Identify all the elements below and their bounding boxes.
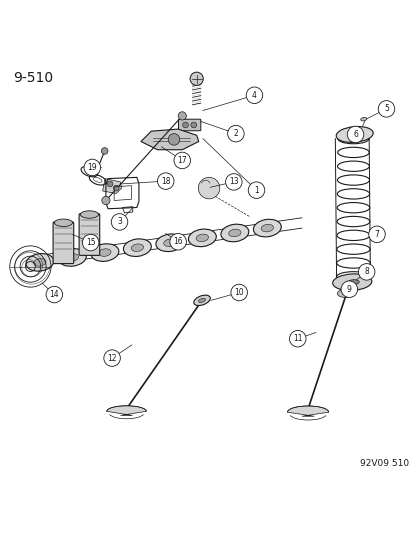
- Text: 12: 12: [107, 353, 116, 362]
- Text: 13: 13: [228, 177, 238, 187]
- Circle shape: [227, 125, 244, 142]
- Ellipse shape: [98, 249, 111, 256]
- Text: 6: 6: [352, 130, 357, 139]
- Text: 92V09 510: 92V09 510: [359, 459, 408, 468]
- Circle shape: [173, 152, 190, 169]
- Circle shape: [368, 226, 385, 243]
- Ellipse shape: [335, 126, 373, 142]
- Text: 4: 4: [252, 91, 256, 100]
- Circle shape: [358, 264, 374, 280]
- Ellipse shape: [193, 295, 210, 305]
- Polygon shape: [102, 179, 121, 193]
- Circle shape: [111, 214, 128, 230]
- Circle shape: [169, 233, 186, 250]
- Circle shape: [104, 350, 120, 366]
- Ellipse shape: [196, 234, 208, 241]
- Text: 5: 5: [383, 104, 388, 114]
- Ellipse shape: [58, 249, 86, 266]
- Circle shape: [289, 330, 305, 347]
- Text: 1: 1: [254, 185, 258, 195]
- Ellipse shape: [332, 274, 371, 290]
- Text: 18: 18: [161, 176, 170, 185]
- Circle shape: [246, 87, 262, 103]
- Text: 9-510: 9-510: [13, 70, 53, 85]
- Ellipse shape: [261, 224, 273, 232]
- Circle shape: [102, 196, 110, 205]
- Circle shape: [84, 159, 100, 176]
- Circle shape: [182, 122, 188, 128]
- Text: 15: 15: [85, 238, 95, 247]
- Circle shape: [377, 101, 394, 117]
- Text: 17: 17: [177, 156, 187, 165]
- Circle shape: [340, 281, 357, 297]
- Ellipse shape: [337, 289, 353, 297]
- Circle shape: [46, 286, 62, 303]
- Circle shape: [178, 112, 186, 120]
- Text: 19: 19: [87, 163, 97, 172]
- Text: 11: 11: [292, 334, 302, 343]
- Ellipse shape: [91, 244, 119, 261]
- Circle shape: [190, 72, 203, 85]
- Ellipse shape: [54, 219, 72, 227]
- Text: 10: 10: [234, 288, 243, 297]
- Polygon shape: [141, 129, 198, 150]
- Circle shape: [82, 235, 99, 251]
- Circle shape: [168, 134, 179, 145]
- Ellipse shape: [131, 244, 143, 252]
- Text: 16: 16: [173, 237, 183, 246]
- Ellipse shape: [80, 211, 98, 218]
- Ellipse shape: [123, 239, 151, 256]
- Circle shape: [230, 284, 247, 301]
- Circle shape: [347, 126, 363, 143]
- Ellipse shape: [34, 259, 46, 266]
- Ellipse shape: [253, 219, 280, 237]
- Ellipse shape: [221, 224, 248, 242]
- Polygon shape: [287, 406, 328, 416]
- Ellipse shape: [350, 132, 362, 137]
- Ellipse shape: [360, 117, 366, 121]
- Ellipse shape: [66, 254, 78, 261]
- Ellipse shape: [163, 239, 176, 247]
- Circle shape: [157, 173, 173, 189]
- Circle shape: [248, 182, 264, 198]
- Text: 9: 9: [346, 285, 351, 294]
- Circle shape: [107, 181, 113, 187]
- Text: 14: 14: [50, 290, 59, 299]
- Ellipse shape: [228, 229, 240, 237]
- Polygon shape: [107, 406, 146, 415]
- Circle shape: [225, 174, 242, 190]
- Ellipse shape: [347, 280, 358, 285]
- Circle shape: [198, 177, 219, 199]
- Circle shape: [113, 185, 119, 191]
- Ellipse shape: [198, 298, 205, 303]
- FancyBboxPatch shape: [178, 119, 200, 131]
- Circle shape: [101, 148, 108, 154]
- Text: 7: 7: [374, 230, 379, 239]
- Text: 8: 8: [363, 268, 368, 277]
- FancyBboxPatch shape: [79, 214, 100, 255]
- FancyBboxPatch shape: [53, 222, 74, 264]
- Text: 3: 3: [117, 217, 122, 227]
- Ellipse shape: [26, 254, 54, 271]
- Text: 2: 2: [233, 129, 238, 138]
- Ellipse shape: [156, 234, 183, 252]
- Circle shape: [190, 122, 196, 128]
- Ellipse shape: [188, 229, 216, 247]
